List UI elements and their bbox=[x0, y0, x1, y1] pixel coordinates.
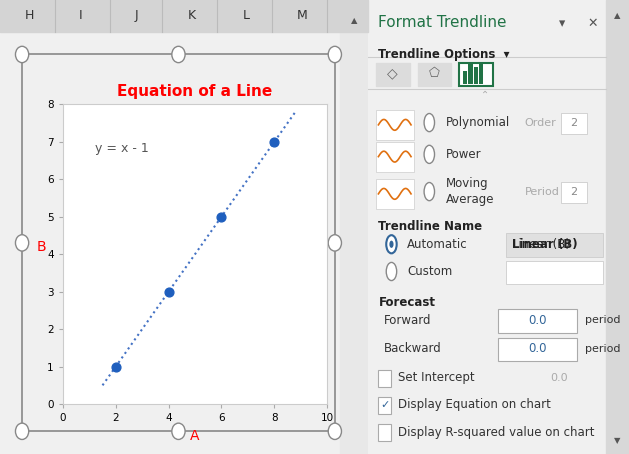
Text: ▲: ▲ bbox=[614, 11, 620, 20]
Circle shape bbox=[424, 183, 435, 201]
Text: Power: Power bbox=[447, 148, 482, 161]
Circle shape bbox=[424, 114, 435, 132]
Circle shape bbox=[16, 46, 29, 63]
Point bbox=[216, 213, 226, 221]
Text: Display R-squared value on chart: Display R-squared value on chart bbox=[398, 426, 594, 439]
Text: 2: 2 bbox=[571, 187, 578, 197]
Bar bbox=[379, 370, 391, 387]
Circle shape bbox=[16, 235, 29, 251]
Circle shape bbox=[172, 46, 185, 63]
Text: Trendline Options  ▾: Trendline Options ▾ bbox=[379, 48, 510, 61]
Y-axis label: B: B bbox=[37, 240, 47, 254]
Bar bbox=[463, 71, 467, 84]
Bar bbox=[561, 182, 587, 203]
Text: period: period bbox=[584, 344, 620, 354]
Bar bbox=[376, 63, 409, 86]
Bar bbox=[418, 63, 452, 86]
Bar bbox=[0, 0, 368, 32]
Text: 0.0: 0.0 bbox=[528, 314, 547, 326]
Text: K: K bbox=[187, 10, 196, 22]
Text: ▼: ▼ bbox=[614, 436, 620, 445]
Bar bbox=[506, 233, 603, 257]
Bar bbox=[379, 397, 391, 414]
Text: Custom: Custom bbox=[407, 265, 452, 278]
Bar bbox=[376, 110, 414, 140]
Text: ✕: ✕ bbox=[587, 17, 598, 30]
Text: Moving
Average: Moving Average bbox=[447, 177, 495, 206]
Text: Period: Period bbox=[525, 187, 559, 197]
Circle shape bbox=[386, 235, 397, 253]
Bar bbox=[340, 0, 368, 454]
Bar bbox=[498, 338, 577, 361]
Text: L: L bbox=[243, 10, 250, 22]
Bar bbox=[379, 424, 391, 441]
Text: period: period bbox=[584, 315, 620, 325]
Text: Trendline Name: Trendline Name bbox=[379, 220, 482, 233]
Text: ⌃: ⌃ bbox=[481, 89, 489, 99]
Text: H: H bbox=[25, 10, 34, 22]
Circle shape bbox=[328, 46, 342, 63]
Text: I: I bbox=[79, 10, 83, 22]
Text: Forward: Forward bbox=[384, 314, 431, 326]
Text: Format Trendline: Format Trendline bbox=[379, 15, 507, 30]
Circle shape bbox=[16, 423, 29, 439]
Circle shape bbox=[424, 145, 435, 163]
Text: Linear (B): Linear (B) bbox=[511, 238, 569, 251]
Text: Set Intercept: Set Intercept bbox=[398, 371, 475, 384]
Text: Polynomial: Polynomial bbox=[447, 116, 511, 129]
Text: 0.0: 0.0 bbox=[528, 342, 547, 355]
Text: Forecast: Forecast bbox=[379, 296, 435, 309]
Text: y = x - 1: y = x - 1 bbox=[94, 142, 148, 155]
Circle shape bbox=[172, 423, 185, 439]
Bar bbox=[459, 63, 493, 86]
Text: 2: 2 bbox=[571, 118, 578, 128]
Title: Equation of a Line: Equation of a Line bbox=[118, 84, 272, 99]
Bar bbox=[376, 142, 414, 172]
Bar bbox=[498, 309, 577, 333]
Bar bbox=[606, 0, 629, 454]
Bar bbox=[474, 67, 478, 84]
Text: ▾: ▾ bbox=[559, 17, 565, 30]
Bar bbox=[561, 113, 587, 134]
Point bbox=[164, 288, 174, 295]
Bar bbox=[376, 179, 414, 209]
Circle shape bbox=[328, 235, 342, 251]
Text: Display Equation on chart: Display Equation on chart bbox=[398, 399, 551, 411]
Text: ⬠: ⬠ bbox=[429, 67, 440, 80]
Circle shape bbox=[389, 241, 394, 248]
Bar bbox=[479, 63, 483, 84]
Text: ✓: ✓ bbox=[381, 400, 389, 410]
Text: M: M bbox=[296, 10, 307, 22]
Text: Automatic: Automatic bbox=[407, 238, 468, 251]
Text: Order: Order bbox=[525, 118, 556, 128]
Text: J: J bbox=[135, 10, 138, 22]
Text: Linear (B): Linear (B) bbox=[511, 238, 577, 251]
Point bbox=[111, 363, 121, 370]
Point bbox=[269, 138, 279, 145]
Text: ▲: ▲ bbox=[351, 16, 357, 25]
Bar bbox=[22, 54, 335, 431]
Text: Backward: Backward bbox=[384, 342, 442, 355]
Circle shape bbox=[386, 262, 397, 281]
Text: ◇: ◇ bbox=[387, 67, 398, 80]
Bar bbox=[506, 261, 603, 284]
Bar bbox=[469, 64, 472, 84]
X-axis label: A: A bbox=[190, 429, 200, 443]
Text: 0.0: 0.0 bbox=[551, 373, 569, 383]
Circle shape bbox=[328, 423, 342, 439]
